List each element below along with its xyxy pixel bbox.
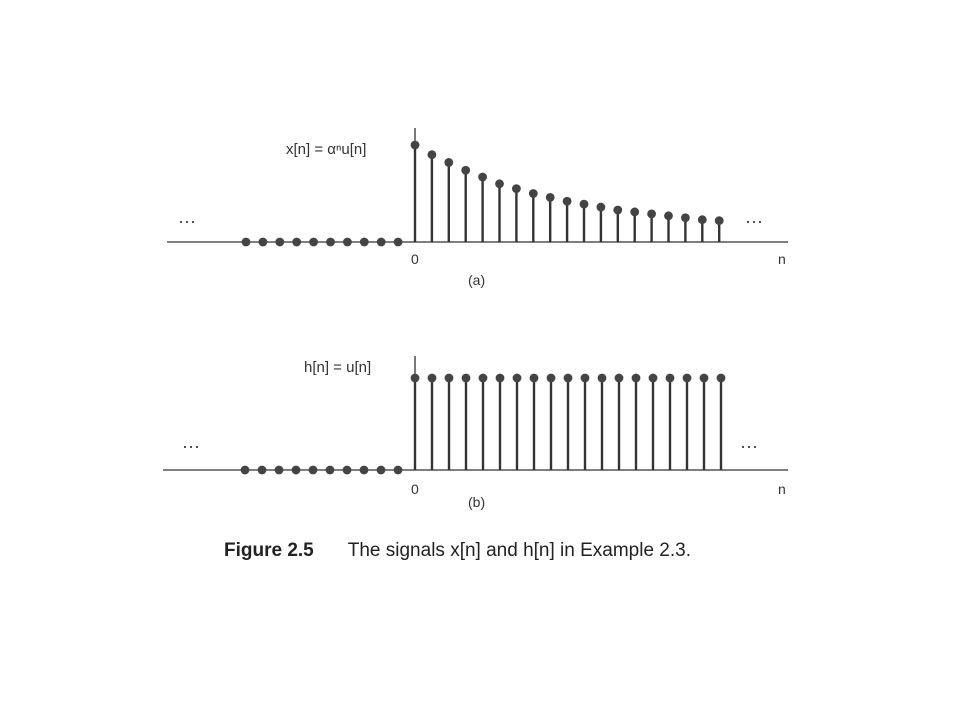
panel-b-x-axis-label: n (778, 481, 786, 497)
panel-a-sample-point (359, 237, 369, 247)
panel-b-origin-tick: 0 (411, 481, 419, 497)
panel-a-sample-point (562, 196, 572, 206)
panel-b-sample-point (563, 373, 573, 383)
panel-b-sample-point (682, 373, 692, 383)
panel-b-sample-point (495, 373, 505, 383)
panel-a-sample-point (461, 165, 471, 175)
panel-a-stem-plot: x[n] = αⁿu[n] ··· ··· 0 n (a) (167, 128, 788, 288)
panel-a-sample-point (444, 158, 454, 167)
panel-a-sample-point (528, 189, 538, 198)
panel-b-sample-point (274, 465, 284, 475)
panel-b-sample-point (427, 373, 437, 383)
panel-b-sample-point (478, 373, 488, 383)
panel-b-sample-point (444, 373, 454, 383)
panel-b-sample-point (580, 373, 590, 383)
panel-b-sample-point (410, 373, 420, 383)
figure-caption: Figure 2.5 The signals x[n] and h[n] in E… (224, 540, 691, 562)
panel-a-sample-point (681, 213, 690, 223)
panel-b-sample-point (376, 465, 386, 475)
panel-a-sample-point (596, 202, 606, 212)
panel-b-sample-point (291, 465, 301, 475)
panel-a-sample-point (579, 199, 589, 209)
panel-a-right-ellipsis: ··· (745, 211, 763, 231)
panel-a-sample-point (495, 179, 504, 189)
panel-a-sample-point (343, 237, 352, 247)
panel-b-sample-point (512, 373, 522, 383)
panel-b-formula: h[n] = u[n] (304, 359, 371, 376)
panel-a-sample-point (545, 192, 555, 202)
panel-a-x-axis-label: n (778, 251, 786, 267)
panel-b-sample-point (325, 465, 335, 475)
panel-b-sample-point (665, 373, 675, 383)
panel-a-sample-point (714, 216, 724, 226)
figure-caption-text: The signals x[n] and h[n] in Example 2.3… (347, 540, 692, 561)
panel-a-sample-point (478, 172, 487, 182)
panel-a-sample-point (410, 140, 420, 150)
panel-b-sample-point (716, 373, 726, 383)
panel-a-sample-point (393, 237, 403, 247)
figure-number: Figure 2.5 (224, 540, 314, 561)
panel-b-sample-point (393, 465, 403, 475)
panel-b-sample-point (631, 373, 641, 383)
panel-a-sample-point (647, 209, 656, 219)
panel-b-sample-point (699, 373, 709, 383)
panel-b-right-ellipsis: ··· (740, 436, 758, 456)
panel-a-origin-tick: 0 (411, 251, 419, 267)
panel-b-sample-point (240, 465, 250, 475)
panel-b-sample-point (342, 465, 352, 475)
panel-b-label: (b) (468, 494, 485, 510)
panel-a-sample-point (613, 205, 623, 215)
panel-b-sample-point (257, 465, 267, 475)
panel-a-sample-point (275, 237, 285, 247)
panel-b-sample-point (614, 373, 624, 383)
panel-a-formula: x[n] = αⁿu[n] (286, 141, 366, 158)
panel-b-left-ellipsis: ··· (182, 436, 200, 456)
panel-a-left-ellipsis: ··· (178, 211, 196, 231)
panel-b-sample-point (308, 465, 318, 475)
panel-a-sample-point (326, 237, 335, 247)
panel-a-sample-point (258, 237, 268, 247)
panel-a-sample-point (427, 150, 437, 160)
panel-a-sample-point (376, 237, 386, 247)
panel-a-sample-point (512, 184, 521, 194)
panel-a-sample-point (292, 237, 302, 247)
panel-a-sample-point (630, 207, 640, 217)
panel-b-sample-point (597, 373, 607, 383)
panel-b-sample-point (546, 373, 556, 383)
panel-a-sample-point (241, 237, 251, 247)
panel-a-sample-point (309, 237, 318, 247)
panel-a-sample-point (697, 215, 707, 225)
panel-b-stem-plot: h[n] = u[n] ··· ··· 0 n (b) (163, 356, 788, 510)
panel-a-label: (a) (468, 272, 485, 288)
panel-b-sample-point (359, 465, 369, 475)
panel-a-sample-point (664, 211, 673, 221)
panel-b-sample-point (648, 373, 658, 383)
panel-b-sample-point (461, 373, 471, 383)
panel-b-sample-point (529, 373, 539, 383)
